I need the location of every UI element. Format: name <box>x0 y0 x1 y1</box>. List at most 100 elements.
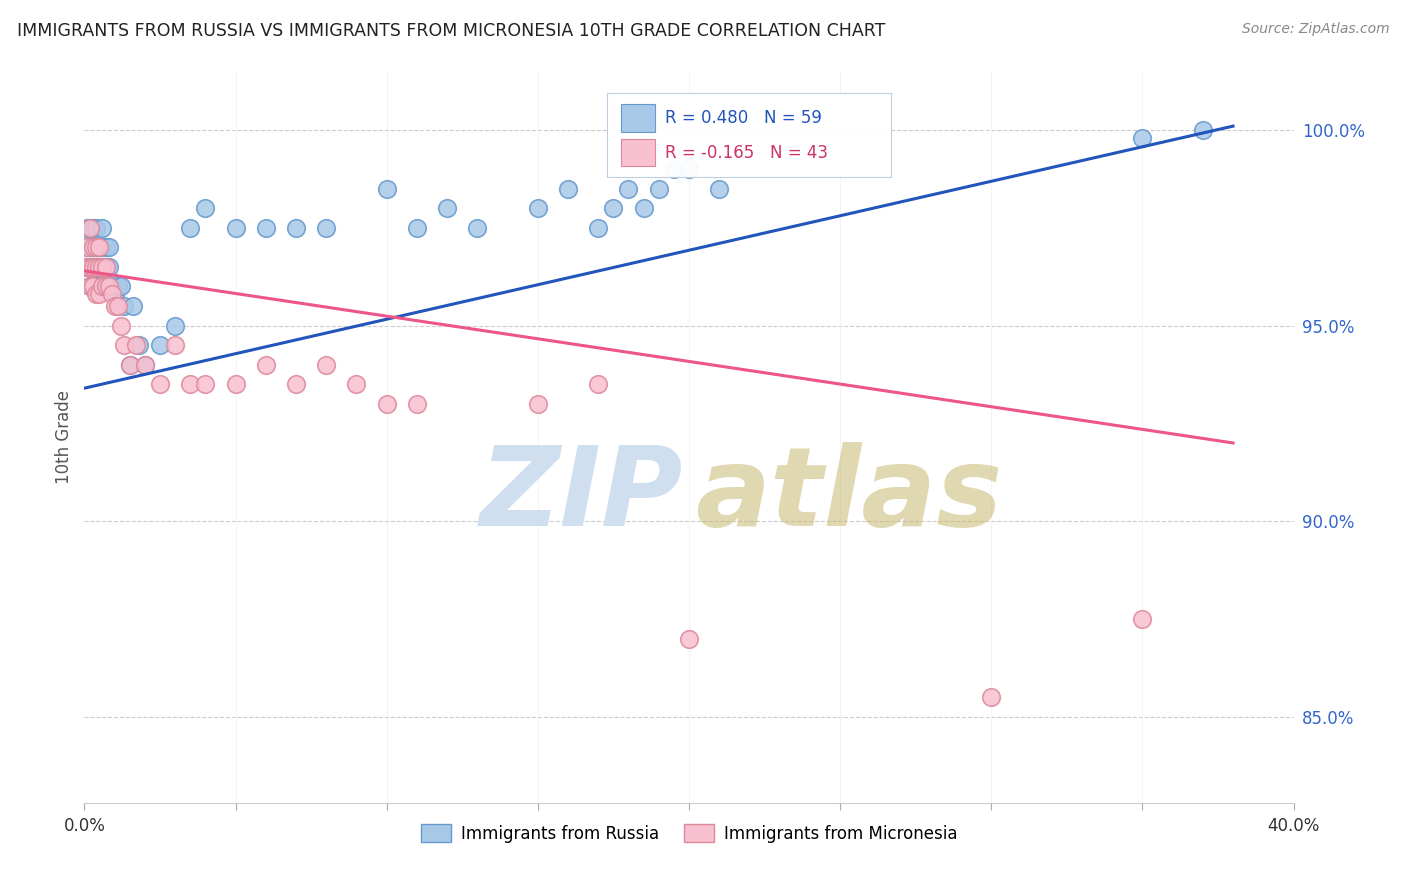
Point <box>82 240 104 254</box>
Point <box>82 220 104 235</box>
Point <box>980 690 1002 705</box>
Point <box>82 279 104 293</box>
Point <box>118 358 141 372</box>
Point <box>125 338 148 352</box>
Point <box>346 377 368 392</box>
Point <box>89 260 111 274</box>
Point <box>94 260 117 274</box>
Y-axis label: 10th Grade: 10th Grade <box>55 390 73 484</box>
Point <box>94 240 117 254</box>
Point <box>118 358 141 372</box>
Point <box>112 299 135 313</box>
Point <box>254 220 277 235</box>
Point <box>165 338 187 352</box>
Point <box>91 220 114 235</box>
Point <box>89 287 111 301</box>
Bar <box>621 104 655 132</box>
Point <box>1130 131 1153 145</box>
Point <box>406 397 429 411</box>
Point <box>633 201 655 215</box>
Point <box>527 397 550 411</box>
Point <box>648 182 671 196</box>
Point <box>94 260 117 274</box>
Point <box>82 279 104 293</box>
Point <box>91 260 114 274</box>
Point <box>602 201 624 215</box>
Point <box>89 260 111 274</box>
Point <box>662 162 685 177</box>
Text: atlas: atlas <box>695 442 1002 549</box>
Point <box>86 260 108 274</box>
Point <box>79 279 101 293</box>
Point <box>94 279 117 293</box>
Point <box>86 279 108 293</box>
Point <box>315 220 337 235</box>
Point <box>79 240 101 254</box>
Point <box>94 279 117 293</box>
Point <box>128 338 150 352</box>
Point <box>89 240 111 254</box>
Point <box>86 240 108 254</box>
Point <box>225 220 247 235</box>
Point <box>527 201 550 215</box>
Point <box>86 260 108 274</box>
Bar <box>621 138 655 167</box>
Point <box>617 182 640 196</box>
Point <box>134 358 156 372</box>
Text: Source: ZipAtlas.com: Source: ZipAtlas.com <box>1241 22 1389 37</box>
Point <box>91 279 114 293</box>
Point <box>82 260 104 274</box>
Text: IMMIGRANTS FROM RUSSIA VS IMMIGRANTS FROM MICRONESIA 10TH GRADE CORRELATION CHAR: IMMIGRANTS FROM RUSSIA VS IMMIGRANTS FRO… <box>17 22 886 40</box>
Point <box>254 358 277 372</box>
Point <box>179 377 201 392</box>
Point <box>110 279 132 293</box>
Point <box>86 287 108 301</box>
Point <box>678 162 700 177</box>
Point <box>165 318 187 333</box>
Point <box>89 240 111 254</box>
Point <box>76 240 98 254</box>
Point <box>104 299 127 313</box>
Text: ZIP: ZIP <box>479 442 683 549</box>
Point <box>179 220 201 235</box>
Point <box>97 240 120 254</box>
Legend: Immigrants from Russia, Immigrants from Micronesia: Immigrants from Russia, Immigrants from … <box>413 818 965 849</box>
Point <box>97 260 120 274</box>
Point <box>406 220 429 235</box>
Point <box>194 201 217 215</box>
Text: R = 0.480   N = 59: R = 0.480 N = 59 <box>665 109 821 128</box>
Point <box>375 397 398 411</box>
Point <box>86 240 108 254</box>
Point <box>76 220 98 235</box>
Point <box>315 358 337 372</box>
Point <box>91 260 114 274</box>
Point <box>79 220 101 235</box>
Point <box>678 632 700 646</box>
Point <box>121 299 143 313</box>
Point <box>194 377 217 392</box>
Point <box>1130 612 1153 626</box>
Point <box>285 377 308 392</box>
Point <box>557 182 579 196</box>
Point <box>100 287 122 301</box>
Point <box>225 377 247 392</box>
Point <box>79 260 101 274</box>
Point <box>588 220 610 235</box>
Point <box>97 279 120 293</box>
Point <box>467 220 489 235</box>
Point <box>134 358 156 372</box>
Point <box>79 220 101 235</box>
Point <box>588 377 610 392</box>
Point <box>76 260 98 274</box>
Point <box>91 240 114 254</box>
Point <box>82 260 104 274</box>
Point <box>110 318 132 333</box>
Text: R = -0.165   N = 43: R = -0.165 N = 43 <box>665 144 828 161</box>
Point <box>107 279 129 293</box>
Point <box>100 279 122 293</box>
Point <box>375 182 398 196</box>
Point <box>86 220 108 235</box>
Point <box>76 260 98 274</box>
Point <box>436 201 458 215</box>
Point <box>709 182 731 196</box>
